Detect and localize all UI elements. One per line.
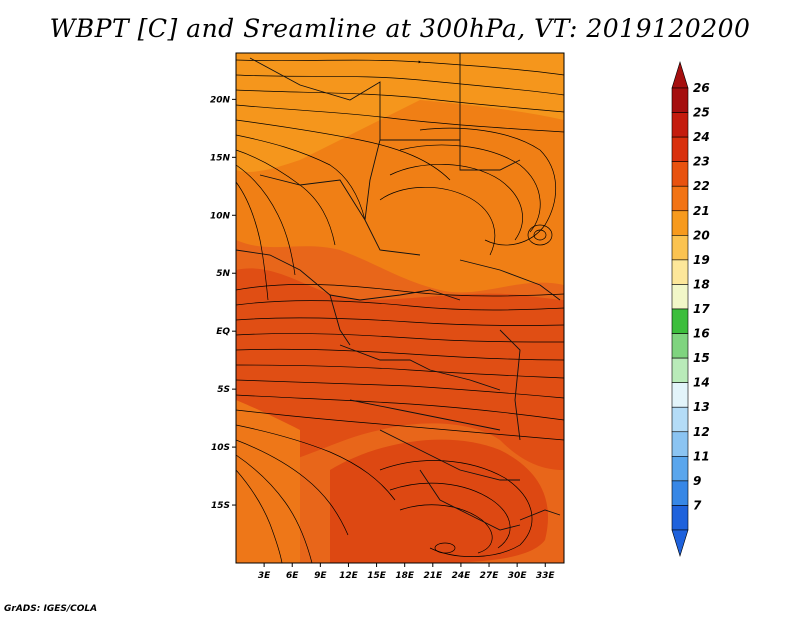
lat-tick-label: 10N [210,211,231,221]
colorbar-top-arrow [671,60,689,89]
plot-frame [235,52,565,564]
colorbar-label: 11 [693,449,710,463]
colorbar-swatch [671,382,689,408]
lon-tick-label: 33E [536,571,556,581]
colorbar-label: 16 [693,327,710,341]
lat-tick-label: 5S [217,385,230,395]
colorbar-swatch [671,161,689,187]
lon-tick-label: 15E [367,571,387,581]
colorbar-swatch [671,333,689,359]
colorbar-label: 25 [693,106,710,120]
shade-south-red [330,439,548,563]
colorbar-label: 23 [693,155,710,169]
colorbar-label: 26 [693,81,710,95]
colorbar-label: 22 [693,179,710,193]
lat-tick-label: 5N [216,269,230,279]
lon-tick-label: 30E [508,571,528,581]
colorbar-swatch [671,284,689,310]
colorbar-label: 24 [693,130,710,144]
colorbar-bottom-arrow [671,529,689,558]
lat-tick-label: 10S [211,443,230,453]
shade-north-top [236,53,564,172]
colorbar-swatch [671,259,689,285]
colorbar-label: 9 [693,474,701,488]
colorbar-label: 15 [693,351,710,365]
lat-tick-label: 15S [211,501,230,511]
colorbar-label: 18 [693,277,710,291]
longitude-axis: 3E 6E 9E 12E 15E 18E 21E 24E 27E 30E 33E [258,563,556,581]
colorbar-label: 21 [693,204,710,218]
colorbar-swatch [671,308,689,334]
streamlines [236,59,564,563]
lon-tick-label: 12E [339,571,359,581]
country-borders [236,53,561,531]
colorbar-swatch [671,112,689,138]
colorbar-swatch [671,136,689,162]
colorbar-label: 19 [693,253,710,267]
colorbar-swatch [671,505,689,531]
wbpt-shading [236,53,564,563]
colorbar-label: 12 [693,425,710,439]
lat-tick-label: 15N [210,153,231,163]
colorbar-label: 7 [693,498,702,512]
lon-tick-label: 27E [480,571,500,581]
colorbar-swatch [671,235,689,261]
colorbar: 26 25 24 23 22 21 20 19 18 17 16 15 14 13 12 11 9 7 [671,60,710,558]
lon-tick-label: 3E [258,571,271,581]
colorbar-swatch [671,210,689,236]
lat-tick-label: EQ [216,327,230,337]
lon-tick-label: 6E [286,571,299,581]
colorbar-swatch [671,456,689,482]
colorbar-label: 20 [693,228,710,242]
colorbar-swatch [671,480,689,506]
colorbar-label: 14 [693,376,710,390]
colorbar-swatch [671,185,689,212]
colorbar-label: 17 [693,302,710,316]
lon-tick-label: 18E [395,571,415,581]
credit-label: GrADS: IGES/COLA [4,604,98,614]
colorbar-swatch [671,406,689,433]
latitude-axis: 20N 15N 10N 5N EQ 5S 10S 15S [210,95,236,511]
colorbar-label: 13 [693,400,710,414]
lat-tick-label: 20N [210,95,231,105]
lon-tick-label: 24E [452,571,472,581]
map-title: WBPT [C] and Sreamline at 300hPa, VT: 20… [49,14,751,43]
lon-tick-label: 9E [314,571,327,581]
colorbar-swatch [671,357,689,383]
colorbar-swatch [671,87,689,113]
colorbar-swatch [671,431,689,457]
lon-tick-label: 21E [423,571,443,581]
